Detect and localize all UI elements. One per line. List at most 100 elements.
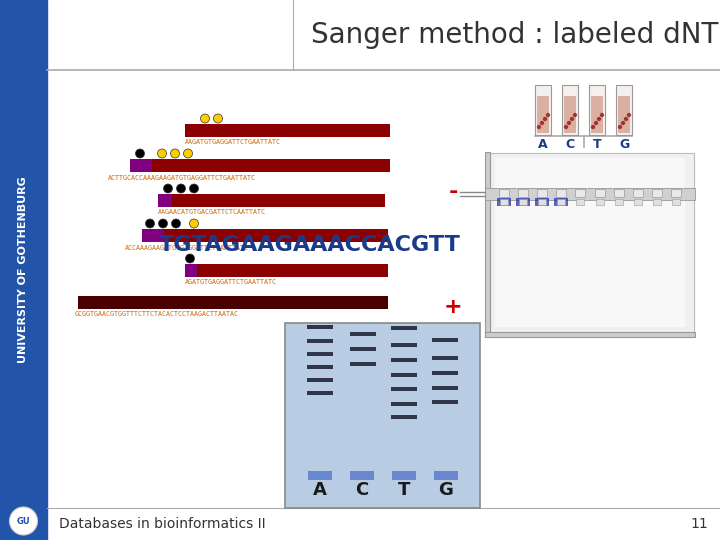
Bar bbox=[497, 198, 511, 206]
Circle shape bbox=[189, 184, 199, 193]
Bar bbox=[535, 85, 551, 135]
Bar bbox=[518, 189, 528, 197]
Text: T: T bbox=[593, 138, 601, 151]
Bar bbox=[47, 0, 720, 70]
Bar bbox=[391, 402, 417, 406]
Bar bbox=[672, 199, 680, 205]
Bar bbox=[307, 352, 333, 356]
Bar bbox=[307, 391, 333, 395]
Circle shape bbox=[541, 122, 544, 125]
Bar bbox=[595, 199, 603, 205]
Bar bbox=[152, 159, 390, 172]
Circle shape bbox=[618, 125, 621, 129]
Bar bbox=[351, 362, 376, 366]
Circle shape bbox=[544, 118, 546, 120]
Bar bbox=[485, 332, 695, 337]
Circle shape bbox=[145, 219, 155, 228]
Circle shape bbox=[567, 122, 570, 125]
Text: C: C bbox=[356, 481, 369, 499]
Bar bbox=[391, 326, 417, 330]
Text: GCGGTGAACGTGGTTTCTTCTACACTCCTAAGACTTAATAC: GCGGTGAACGTGGTTTCTTCTACACTCCTAAGACTTAATA… bbox=[75, 312, 239, 318]
Circle shape bbox=[158, 219, 168, 228]
Text: A: A bbox=[538, 138, 548, 151]
Bar bbox=[595, 189, 605, 197]
Bar bbox=[307, 365, 333, 369]
Bar bbox=[575, 189, 585, 197]
Bar bbox=[615, 199, 623, 205]
Circle shape bbox=[135, 149, 145, 158]
Circle shape bbox=[624, 118, 628, 120]
Bar bbox=[653, 199, 661, 205]
Bar bbox=[185, 124, 390, 137]
Text: AAGAACATGTGACGATTCTCAATTATC: AAGAACATGTGACGATTCTCAATTATC bbox=[158, 210, 266, 215]
Circle shape bbox=[595, 122, 598, 125]
Bar bbox=[142, 228, 164, 241]
Text: -: - bbox=[449, 182, 458, 202]
Bar bbox=[391, 388, 417, 392]
Bar bbox=[0, 0, 47, 540]
Bar bbox=[539, 199, 546, 205]
Bar bbox=[537, 189, 547, 197]
Bar bbox=[391, 415, 417, 419]
Circle shape bbox=[598, 118, 600, 120]
Bar bbox=[78, 295, 388, 308]
Bar bbox=[616, 85, 632, 135]
Bar bbox=[652, 189, 662, 197]
Text: Sanger method : labeled dNTP: Sanger method : labeled dNTP bbox=[310, 21, 720, 49]
Bar bbox=[557, 189, 567, 197]
Text: ACCAAAGAAGATGTGAGGATTCTGAATTATC: ACCAAAGAAGATGTGAGGATTCTGAATTATC bbox=[125, 245, 249, 251]
Text: T: T bbox=[397, 481, 410, 499]
Text: 11: 11 bbox=[690, 517, 708, 531]
Bar bbox=[557, 199, 565, 205]
Circle shape bbox=[176, 184, 186, 193]
Circle shape bbox=[564, 125, 567, 129]
Bar bbox=[391, 343, 417, 347]
Bar bbox=[490, 153, 694, 332]
Bar bbox=[164, 228, 388, 241]
Circle shape bbox=[546, 113, 549, 117]
Bar bbox=[564, 96, 576, 133]
Text: AGATGTGAGGATTCTGAATTATC: AGATGTGAGGATTCTGAATTATC bbox=[185, 280, 277, 286]
Bar bbox=[634, 199, 642, 205]
Bar bbox=[633, 189, 643, 197]
Circle shape bbox=[189, 219, 199, 228]
Bar bbox=[285, 323, 480, 508]
Bar bbox=[577, 199, 585, 205]
Bar bbox=[591, 96, 603, 133]
Bar bbox=[499, 189, 509, 197]
Text: TGTAGAAGAAACCACGTT: TGTAGAAGAAACCACGTT bbox=[159, 235, 461, 255]
Circle shape bbox=[574, 113, 577, 117]
Circle shape bbox=[158, 149, 166, 158]
Text: A: A bbox=[313, 481, 327, 499]
Bar bbox=[562, 85, 578, 135]
Bar bbox=[671, 189, 681, 197]
Circle shape bbox=[628, 113, 631, 117]
Bar bbox=[432, 400, 458, 404]
Circle shape bbox=[592, 125, 595, 129]
Bar bbox=[618, 96, 630, 133]
Circle shape bbox=[200, 114, 210, 123]
Circle shape bbox=[186, 254, 194, 263]
Text: +: + bbox=[444, 297, 462, 317]
Bar bbox=[432, 371, 458, 375]
Bar bbox=[392, 471, 416, 480]
Bar bbox=[519, 199, 527, 205]
Bar bbox=[516, 198, 530, 206]
Bar bbox=[434, 471, 458, 480]
Bar bbox=[197, 264, 388, 276]
Bar bbox=[589, 85, 605, 135]
Text: UNIVERSITY OF GOTHENBURG: UNIVERSITY OF GOTHENBURG bbox=[19, 177, 29, 363]
Bar bbox=[432, 386, 458, 389]
Text: GU: GU bbox=[17, 516, 30, 525]
Circle shape bbox=[570, 118, 574, 120]
Bar bbox=[130, 159, 152, 172]
Text: AAGATGTGAGGATTCTGAATTATC: AAGATGTGAGGATTCTGAATTATC bbox=[185, 139, 281, 145]
Bar bbox=[485, 188, 695, 200]
Bar bbox=[500, 199, 508, 205]
Bar bbox=[391, 373, 417, 377]
Circle shape bbox=[9, 507, 37, 535]
Bar bbox=[172, 193, 385, 206]
Bar bbox=[613, 189, 624, 197]
Bar bbox=[307, 378, 333, 382]
Bar bbox=[350, 471, 374, 480]
